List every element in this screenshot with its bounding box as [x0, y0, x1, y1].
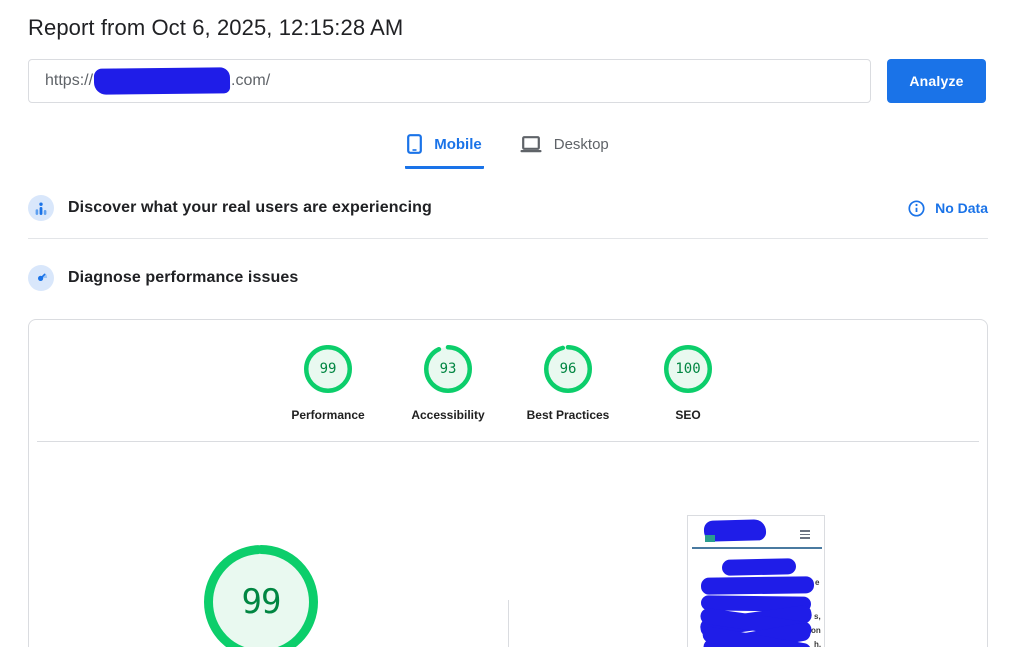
- url-input[interactable]: https:// .com/: [28, 59, 871, 103]
- category-gauge-accessibility[interactable]: 93 Accessibility: [388, 345, 508, 422]
- smartphone-icon: [407, 134, 423, 154]
- thumbnail-header-rule: [692, 547, 822, 549]
- gauge-ring: 99: [304, 345, 352, 393]
- url-prefix: https://: [45, 72, 94, 89]
- section-divider: [28, 238, 988, 239]
- tab-desktop[interactable]: Desktop: [518, 132, 611, 169]
- gauge-score: 93: [439, 361, 457, 377]
- lab-data-heading: Diagnose performance issues: [68, 269, 299, 286]
- performance-score-big: 99: [241, 582, 282, 622]
- gauge-label: Accessibility: [411, 408, 485, 422]
- speedometer-icon: [28, 265, 54, 291]
- performance-gauge-big[interactable]: 99: [204, 545, 318, 647]
- analyze-button[interactable]: Analyze: [887, 59, 986, 103]
- category-gauge-performance[interactable]: 99 Performance: [268, 345, 388, 422]
- url-suffix: .com/: [231, 72, 271, 89]
- gauge-label: Performance: [291, 408, 365, 422]
- performance-detail-section: 99 e s, on h, a: [29, 442, 987, 647]
- gauge-label: Best Practices: [526, 408, 610, 422]
- gauge-label: SEO: [675, 408, 701, 422]
- info-icon: [908, 199, 925, 217]
- gauge-score: 99: [319, 361, 337, 377]
- url-redaction-blob: [93, 67, 231, 95]
- metrics-vertical-divider: [508, 600, 509, 647]
- gauge-score: 96: [559, 361, 577, 377]
- tab-desktop-label: Desktop: [553, 135, 609, 153]
- text-fragment: on: [811, 626, 821, 635]
- gauge-score: 100: [675, 361, 701, 377]
- thumbnail-logo-chip: [705, 535, 715, 542]
- category-gauge-seo[interactable]: 100 SEO: [628, 345, 748, 422]
- category-gauges: 99 Performance 93 Accessibility 96 Best …: [29, 320, 987, 422]
- lighthouse-report-card: 99 Performance 93 Accessibility 96 Best …: [28, 319, 988, 647]
- field-data-status[interactable]: No Data: [908, 199, 988, 217]
- text-fragment: e: [815, 578, 820, 587]
- category-gauge-best-practices[interactable]: 96 Best Practices: [508, 345, 628, 422]
- redaction-blob: [721, 558, 797, 576]
- text-fragment: h,: [814, 640, 822, 647]
- field-data-section-header: Discover what your real users are experi…: [28, 195, 988, 221]
- no-data-label: No Data: [935, 200, 988, 216]
- gauge-ring: 100: [664, 345, 712, 393]
- gauge-ring: 93: [424, 345, 472, 393]
- redaction-blob: [700, 576, 815, 595]
- text-fragment: s,: [814, 612, 821, 621]
- card-divider: [37, 441, 979, 442]
- tab-mobile[interactable]: Mobile: [405, 132, 484, 169]
- hamburger-icon: [800, 530, 810, 541]
- laptop-icon: [520, 135, 542, 153]
- lab-data-section-header: Diagnose performance issues: [28, 265, 988, 291]
- device-tabs: Mobile Desktop: [28, 132, 988, 169]
- field-data-heading: Discover what your real users are experi…: [68, 199, 432, 216]
- page-screenshot-thumbnail: e s, on h, a: [687, 515, 825, 647]
- page-container: Report from Oct 6, 2025, 12:15:28 AM htt…: [28, 0, 988, 647]
- bar-chart-users-icon: [28, 195, 54, 221]
- tab-mobile-label: Mobile: [434, 135, 482, 153]
- url-bar-row: https:// .com/ Analyze: [28, 59, 988, 103]
- page-title: Report from Oct 6, 2025, 12:15:28 AM: [28, 15, 404, 40]
- gauge-ring: 96: [544, 345, 592, 393]
